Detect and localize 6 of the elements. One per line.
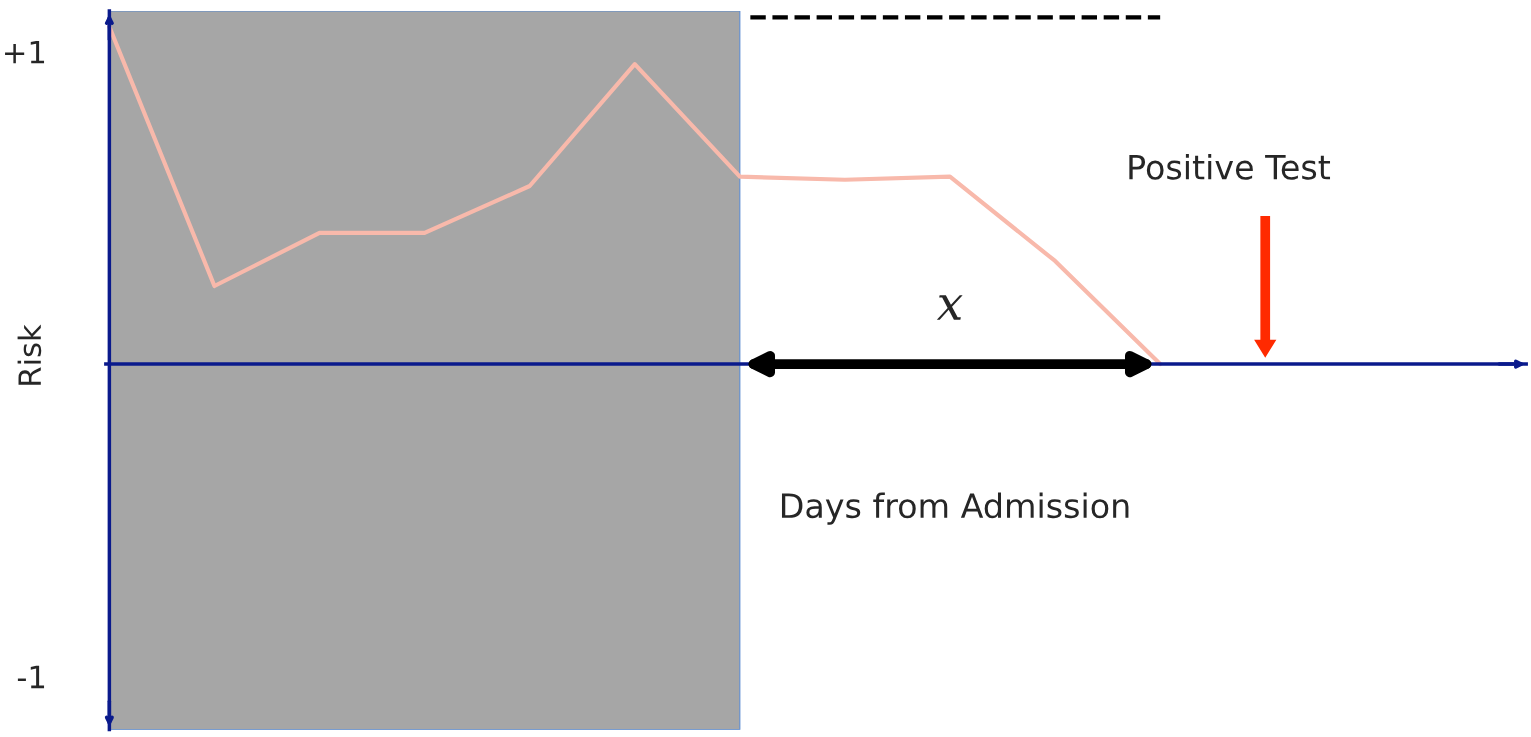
annotation: Positive Test	[1129, 153, 1331, 180]
x-axis-title: Days from Admission	[781, 492, 1129, 525]
y-tick-label: -1	[17, 665, 45, 689]
y-axis-title: Risk	[17, 324, 42, 385]
annotation: x	[936, 295, 963, 320]
y-tick-label: +1	[5, 41, 45, 64]
